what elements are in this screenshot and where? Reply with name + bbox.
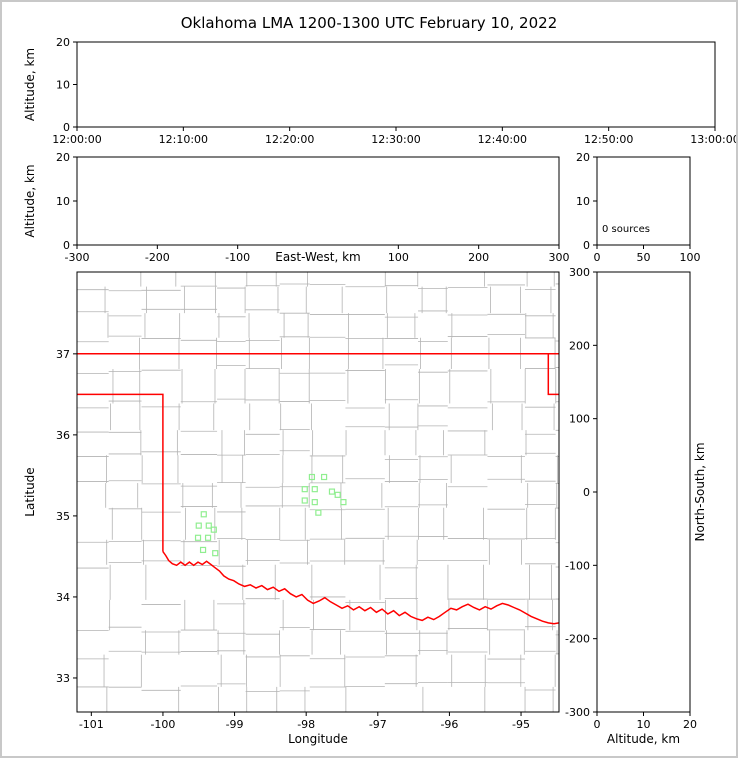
station-marker: [204, 534, 212, 541]
tick-label: 0: [594, 718, 601, 731]
tick-label: 0: [583, 486, 590, 499]
station-marker: [315, 509, 322, 516]
tick-label: -200: [145, 251, 170, 264]
x-axis-label: Longitude: [288, 732, 348, 746]
tick-label: 0: [63, 239, 70, 252]
tick-label: 20: [56, 36, 70, 49]
station-marker: [200, 511, 207, 518]
station-marker: [212, 550, 219, 557]
station-marker: [320, 473, 328, 481]
x-axis-label: Altitude, km: [607, 732, 680, 746]
station-marker: [340, 499, 347, 506]
tick-label: -99: [226, 718, 244, 731]
station-marker: [194, 534, 202, 541]
tick-label: 200: [468, 251, 489, 264]
east-west-height-panel: -300 -200 -100 100 200 300 0 10 20 East-West, km A…: [23, 151, 570, 264]
tick-label: 0: [63, 121, 70, 134]
tick-label: 10: [576, 195, 590, 208]
tick-label: -300: [65, 251, 90, 264]
station-marker: [301, 497, 308, 504]
tick-label: 33: [56, 672, 70, 685]
tick-label: 12:00:00: [52, 133, 101, 146]
tick-label: 13:00:00: [690, 133, 738, 146]
tick-label: 20: [56, 151, 70, 164]
tick-label: -98: [297, 718, 315, 731]
map-content: [77, 272, 559, 712]
tick-label: 12:10:00: [159, 133, 208, 146]
tick-label: -97: [369, 718, 387, 731]
tick-label: -101: [79, 718, 104, 731]
y-axis-label: Altitude, km: [23, 48, 37, 121]
tick-label: 100: [388, 251, 409, 264]
tick-label: 34: [56, 591, 70, 604]
time_height-frame: [76, 41, 716, 128]
tick-label: 10: [56, 195, 70, 208]
tick-label: -100: [225, 251, 250, 264]
tick-label: 12:40:00: [478, 133, 527, 146]
tick-label: -100: [150, 718, 175, 731]
tick-label: 10: [56, 79, 70, 92]
y-axis-label: Altitude, km: [23, 164, 37, 237]
tick-label: -96: [440, 718, 458, 731]
tick-label: 20: [576, 151, 590, 164]
tick-label: 0: [583, 239, 590, 252]
plan_map-frame: [76, 271, 560, 713]
tick-label: -95: [512, 718, 530, 731]
station-marker: [328, 488, 336, 495]
north-south-height-panel: 0 10 20 300 200 100 0 -100 -200 -300 Altitude, km N…: [565, 266, 707, 746]
x-axis-label: East-West, km: [275, 250, 361, 264]
station-marker: [311, 499, 318, 506]
source-count-annotation: 0 sources: [602, 224, 650, 235]
station-marker: [311, 486, 318, 493]
tick-label: 12:50:00: [584, 133, 633, 146]
y-axis-label: Latitude: [23, 467, 37, 516]
station-marker: [334, 491, 341, 498]
county-boundaries: [77, 272, 559, 712]
tick-label: 37: [56, 348, 70, 361]
figure-title: Oklahoma LMA 1200-1300 UTC February 10, …: [180, 14, 558, 32]
tick-label: 35: [56, 510, 70, 523]
time-height-panel: 12:00:00 12:10:00 12:20:00 12:30:00 12:40:00…: [23, 36, 738, 146]
y-axis-right-label: North-South, km: [693, 442, 707, 541]
tick-label: 36: [56, 429, 70, 442]
station-marker: [199, 546, 207, 554]
tick-label: 12:20:00: [265, 133, 314, 146]
station-marker: [210, 526, 217, 533]
altitude-histogram-panel: 0 sources 0 50 100 0 10 20: [576, 151, 701, 264]
ew_height-frame: [76, 156, 560, 246]
tick-label: 50: [637, 251, 651, 264]
station-marker: [301, 486, 308, 493]
station-marker: [195, 522, 202, 529]
ns_height-frame: [596, 271, 691, 713]
tick-label: 100: [680, 251, 701, 264]
tick-label: 10: [637, 718, 651, 731]
lma-stations: [194, 473, 347, 557]
tick-label: 300: [549, 251, 570, 264]
tick-label: -200: [565, 633, 590, 646]
tick-label: -100: [565, 559, 590, 572]
station-marker: [205, 522, 212, 529]
tick-label: 0: [594, 251, 601, 264]
state-border: [77, 353, 559, 625]
tick-label: 100: [569, 413, 590, 426]
plan-view-map-panel: -101 -100 -99 -98 -97 -96 -95 33 34 35 36 37 Longitu…: [23, 271, 560, 746]
tick-label: 300: [569, 266, 590, 279]
tick-label: 12:30:00: [371, 133, 420, 146]
tick-label: 200: [569, 339, 590, 352]
tick-label: -300: [565, 706, 590, 719]
tick-label: 20: [683, 718, 697, 731]
station-marker: [308, 473, 316, 481]
